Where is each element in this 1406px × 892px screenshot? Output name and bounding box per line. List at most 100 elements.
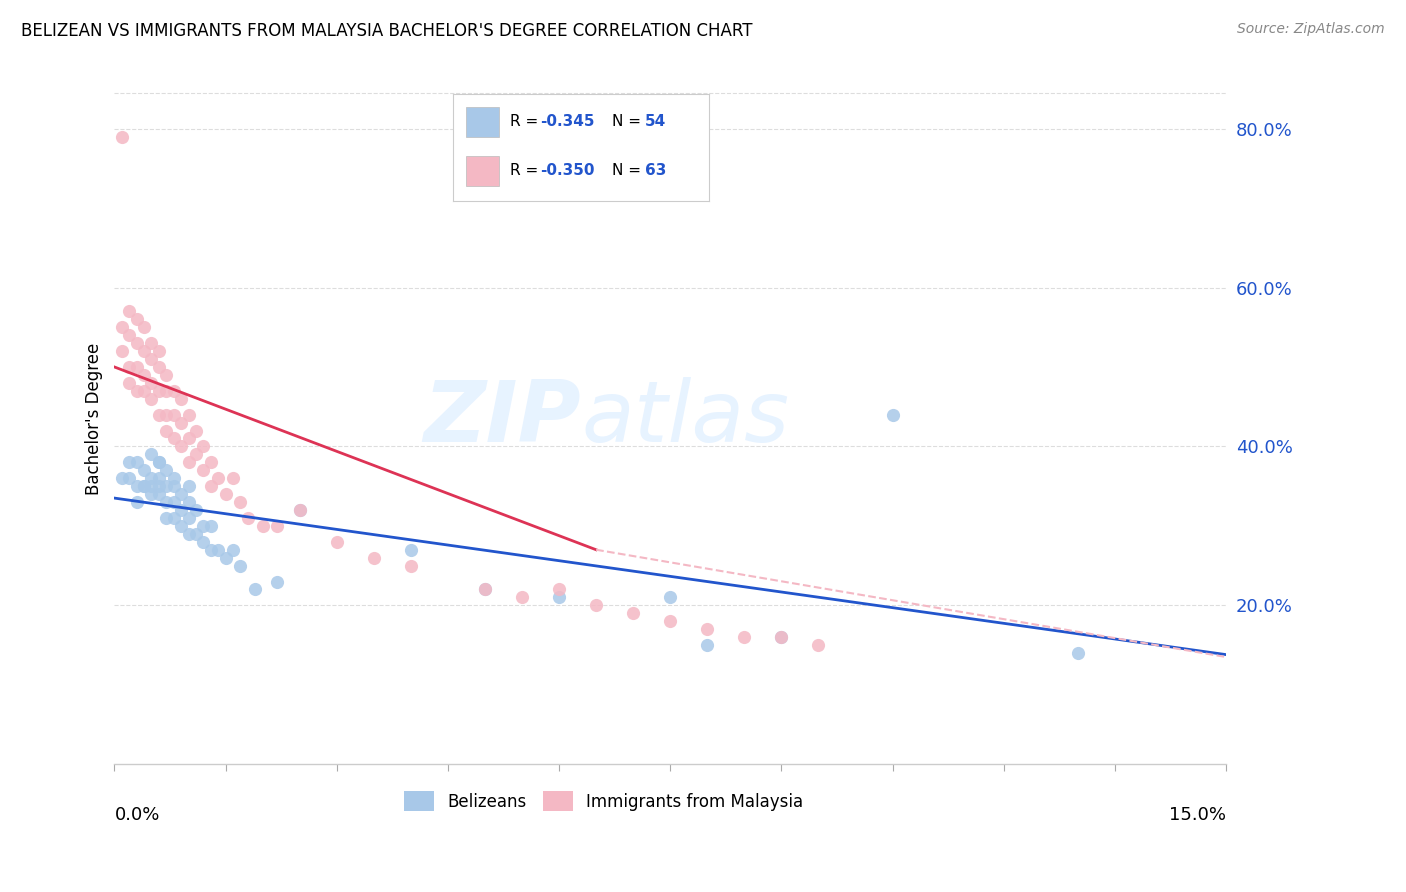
- Point: [141, 336, 163, 351]
- Point: [245, 582, 267, 597]
- Point: [207, 471, 229, 485]
- Point: [621, 607, 644, 621]
- Point: [125, 336, 148, 351]
- Point: [325, 534, 347, 549]
- Point: [125, 495, 148, 509]
- Point: [236, 511, 259, 525]
- Y-axis label: Bachelor's Degree: Bachelor's Degree: [86, 343, 103, 495]
- Point: [177, 511, 200, 525]
- Point: [163, 479, 186, 493]
- Point: [585, 599, 607, 613]
- Point: [170, 439, 193, 453]
- Text: atlas: atlas: [581, 377, 789, 460]
- Text: BELIZEAN VS IMMIGRANTS FROM MALAYSIA BACHELOR'S DEGREE CORRELATION CHART: BELIZEAN VS IMMIGRANTS FROM MALAYSIA BAC…: [21, 22, 752, 40]
- Point: [474, 582, 496, 597]
- Point: [177, 526, 200, 541]
- Point: [148, 359, 170, 374]
- Point: [696, 638, 718, 652]
- Point: [163, 511, 186, 525]
- Text: ZIP: ZIP: [423, 377, 581, 460]
- Point: [193, 463, 215, 477]
- Point: [882, 408, 904, 422]
- Point: [163, 432, 186, 446]
- Point: [177, 455, 200, 469]
- Point: [770, 630, 793, 644]
- Point: [141, 376, 163, 390]
- Point: [252, 519, 274, 533]
- Point: [125, 359, 148, 374]
- Point: [510, 591, 533, 605]
- Point: [132, 320, 155, 334]
- Point: [155, 479, 177, 493]
- Point: [163, 471, 186, 485]
- Point: [200, 479, 222, 493]
- Point: [184, 447, 207, 461]
- Point: [132, 463, 155, 477]
- Point: [659, 614, 682, 628]
- Point: [399, 558, 422, 573]
- Point: [141, 447, 163, 461]
- Point: [200, 542, 222, 557]
- Point: [1067, 646, 1090, 660]
- Point: [193, 534, 215, 549]
- Point: [170, 503, 193, 517]
- Point: [155, 368, 177, 382]
- Point: [659, 591, 682, 605]
- Point: [132, 384, 155, 398]
- Point: [163, 384, 186, 398]
- Legend: Belizeans, Immigrants from Malaysia: Belizeans, Immigrants from Malaysia: [396, 784, 810, 818]
- Point: [141, 352, 163, 367]
- Point: [132, 479, 155, 493]
- Point: [141, 471, 163, 485]
- Point: [770, 630, 793, 644]
- Point: [111, 344, 134, 359]
- Point: [170, 487, 193, 501]
- Point: [148, 408, 170, 422]
- Point: [155, 463, 177, 477]
- Point: [141, 392, 163, 406]
- Point: [229, 495, 252, 509]
- Point: [155, 511, 177, 525]
- Point: [125, 384, 148, 398]
- Point: [288, 503, 311, 517]
- Point: [148, 384, 170, 398]
- Point: [184, 526, 207, 541]
- Point: [200, 455, 222, 469]
- Point: [132, 344, 155, 359]
- Point: [141, 479, 163, 493]
- Point: [118, 376, 141, 390]
- Point: [733, 630, 755, 644]
- Point: [266, 519, 288, 533]
- Point: [111, 471, 134, 485]
- Point: [125, 479, 148, 493]
- Point: [193, 439, 215, 453]
- Point: [177, 495, 200, 509]
- Point: [148, 479, 170, 493]
- Point: [288, 503, 311, 517]
- Point: [148, 455, 170, 469]
- Text: 15.0%: 15.0%: [1168, 805, 1226, 823]
- Point: [807, 638, 830, 652]
- Point: [193, 519, 215, 533]
- Point: [148, 344, 170, 359]
- Point: [266, 574, 288, 589]
- Point: [696, 622, 718, 636]
- Text: 0.0%: 0.0%: [114, 805, 160, 823]
- Point: [207, 542, 229, 557]
- Point: [155, 384, 177, 398]
- Point: [125, 455, 148, 469]
- Point: [148, 471, 170, 485]
- Point: [148, 487, 170, 501]
- Point: [118, 455, 141, 469]
- Point: [111, 129, 134, 144]
- Point: [177, 479, 200, 493]
- Text: Source: ZipAtlas.com: Source: ZipAtlas.com: [1237, 22, 1385, 37]
- Point: [170, 392, 193, 406]
- Point: [184, 503, 207, 517]
- Point: [170, 519, 193, 533]
- Point: [132, 479, 155, 493]
- Point: [177, 432, 200, 446]
- Point: [214, 550, 236, 565]
- Point: [118, 328, 141, 343]
- Point: [229, 558, 252, 573]
